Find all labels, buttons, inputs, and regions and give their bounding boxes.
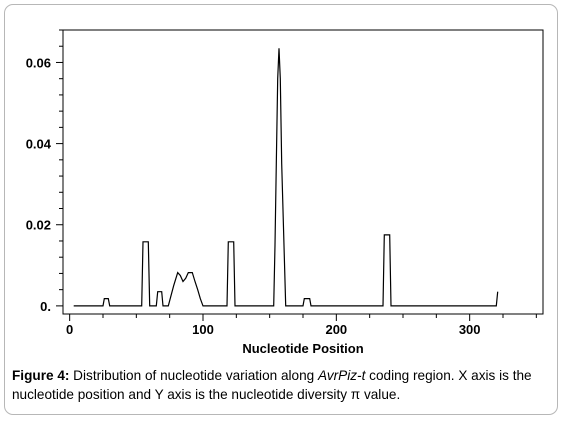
y-tick-label: 0.04 (26, 137, 52, 152)
x-tick-label: 200 (325, 322, 347, 337)
caption-label: Figure 4: (12, 368, 70, 383)
y-tick-label: 0.06 (26, 55, 51, 70)
caption-text-after: coding region. X axis is the nucleotide … (12, 368, 532, 402)
y-tick-label: 0. (40, 299, 51, 314)
x-tick-label: 100 (192, 322, 214, 337)
x-axis: 0 100 200 300 (66, 314, 537, 337)
figure-caption: Figure 4: Distribution of nucleotide var… (12, 366, 552, 404)
x-axis-title: Nucleotide Position (242, 341, 363, 356)
y-tick-label: 0.02 (26, 218, 51, 233)
caption-gene-name: AvrPiz-t (318, 368, 366, 383)
figure-frame (4, 4, 558, 415)
y-axis: 0. 0.02 0.04 0.06 (26, 29, 63, 314)
caption-text-before: Distribution of nucleotide variation alo… (69, 368, 319, 383)
plot-area (62, 29, 544, 315)
series-line (73, 48, 499, 307)
x-tick-label: 300 (459, 322, 481, 337)
x-tick-label: 0 (66, 322, 73, 337)
